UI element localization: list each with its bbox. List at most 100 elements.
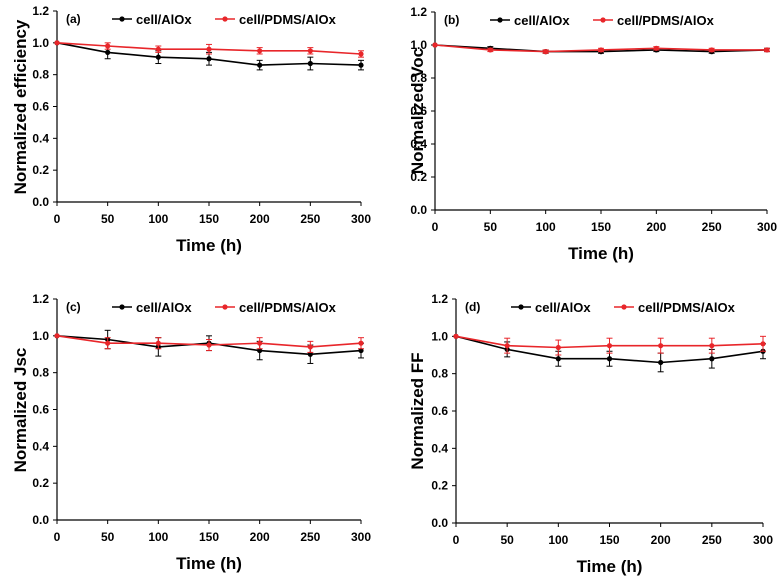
data-point <box>658 359 664 366</box>
y-tick-label: 0.6 <box>410 104 427 118</box>
x-tick-label: 50 <box>484 220 498 234</box>
data-point <box>54 333 60 339</box>
legend-marker <box>119 304 125 310</box>
y-tick-label: 1.0 <box>431 329 448 343</box>
x-tick-label: 250 <box>300 530 320 544</box>
legend-label: cell/PDMS/AlOx <box>617 13 715 28</box>
y-tick-label: 0.0 <box>410 203 427 217</box>
data-point <box>606 356 613 362</box>
legend-marker <box>119 16 125 22</box>
y-tick-label: 1.0 <box>410 38 427 52</box>
legend-label: cell/PDMS/AlOx <box>239 300 337 315</box>
data-point <box>155 54 161 60</box>
y-tick-label: 1.2 <box>431 292 448 306</box>
x-tick-label: 150 <box>199 212 219 226</box>
data-point <box>307 344 313 350</box>
y-tick-label: 0.2 <box>431 479 448 493</box>
y-tick-label: 1.2 <box>32 292 49 306</box>
x-tick-label: 150 <box>599 533 619 547</box>
data-point <box>358 340 364 346</box>
data-point <box>487 47 493 53</box>
data-point <box>606 343 613 349</box>
x-axis-label: Time (h) <box>568 244 634 263</box>
x-axis-label: Time (h) <box>176 236 242 255</box>
y-tick-label: 1.2 <box>410 5 427 19</box>
data-point <box>653 45 659 51</box>
y-tick-label: 0.8 <box>410 71 427 85</box>
panel-label: (c) <box>66 300 81 314</box>
legend-marker <box>600 17 606 23</box>
data-point <box>543 49 549 55</box>
legend-label: cell/AlOx <box>514 13 570 28</box>
panel-label: (a) <box>66 12 81 26</box>
data-point <box>155 340 161 346</box>
panel-label: (b) <box>444 13 459 27</box>
y-tick-label: 1.0 <box>32 329 49 343</box>
data-point <box>760 341 766 347</box>
y-tick-label: 0.6 <box>32 403 49 417</box>
legend-marker <box>497 17 503 23</box>
x-tick-label: 250 <box>702 220 722 234</box>
data-point <box>54 40 60 46</box>
legend-marker <box>222 16 228 22</box>
x-tick-label: 50 <box>500 533 514 547</box>
x-tick-label: 200 <box>250 212 270 226</box>
x-tick-label: 200 <box>646 220 666 234</box>
data-point <box>307 48 313 54</box>
legend-marker <box>222 304 228 310</box>
x-tick-label: 0 <box>54 212 61 226</box>
x-axis-label: Time (h) <box>176 554 242 573</box>
y-tick-label: 0.8 <box>431 367 448 381</box>
x-tick-label: 50 <box>101 530 115 544</box>
x-tick-label: 150 <box>199 530 219 544</box>
data-point <box>358 347 364 354</box>
x-tick-label: 100 <box>548 533 568 547</box>
data-point <box>453 333 459 339</box>
chart-panel-4: 0.0 0.2 0.4 0.6 0.8 1.0 1.2 0 50 100 150 200 250 300 T… <box>408 292 773 576</box>
data-point <box>555 344 561 351</box>
y-tick-label: 0.4 <box>410 137 427 151</box>
legend-label: cell/PDMS/AlOx <box>239 12 337 27</box>
x-tick-label: 0 <box>453 533 460 547</box>
x-tick-label: 150 <box>591 220 611 234</box>
y-axis-label: Normalized efficiency <box>11 19 30 194</box>
data-point <box>709 356 715 362</box>
x-tick-label: 200 <box>651 533 671 547</box>
data-point <box>257 347 263 354</box>
data-point <box>206 46 212 52</box>
legend-label: cell/AlOx <box>535 300 591 315</box>
data-point <box>555 356 561 362</box>
legend-label: cell/AlOx <box>136 300 192 315</box>
data-point <box>105 340 111 346</box>
legend: cell/AlOx cell/PDMS/AlOx <box>511 300 736 315</box>
data-point <box>105 43 111 49</box>
data-point <box>307 351 313 357</box>
legend-label: cell/AlOx <box>136 12 192 27</box>
data-point <box>155 46 161 52</box>
chart-panel-1: 0.0 0.2 0.4 0.6 0.8 1.0 1.2 0 50 100 150 200 250 300 T… <box>11 4 371 255</box>
y-tick-label: 1.2 <box>32 4 49 18</box>
x-tick-label: 300 <box>351 212 371 226</box>
series-2 <box>54 40 364 58</box>
x-tick-label: 100 <box>148 530 168 544</box>
data-point <box>257 340 263 346</box>
chart-panel-2: 0.0 0.2 0.4 0.6 0.8 1.0 1.2 0 50 100 150 200 250 300 T… <box>408 5 777 263</box>
legend: cell/AlOx cell/PDMS/AlOx <box>490 13 715 28</box>
x-tick-label: 0 <box>54 530 61 544</box>
y-tick-label: 0.0 <box>32 513 49 527</box>
legend-marker <box>621 304 627 310</box>
data-point <box>709 343 715 349</box>
data-point <box>206 342 212 348</box>
x-axis-label: Time (h) <box>577 557 643 576</box>
x-tick-label: 250 <box>702 533 722 547</box>
data-point <box>709 47 715 53</box>
y-tick-label: 0.2 <box>32 163 49 177</box>
data-point <box>504 343 510 349</box>
series-2 <box>432 42 770 55</box>
legend-label: cell/PDMS/AlOx <box>638 300 736 315</box>
y-tick-label: 0.2 <box>32 476 49 490</box>
y-tick-label: 0.8 <box>32 68 49 82</box>
panel-label: (d) <box>465 300 480 314</box>
data-point <box>105 49 111 55</box>
